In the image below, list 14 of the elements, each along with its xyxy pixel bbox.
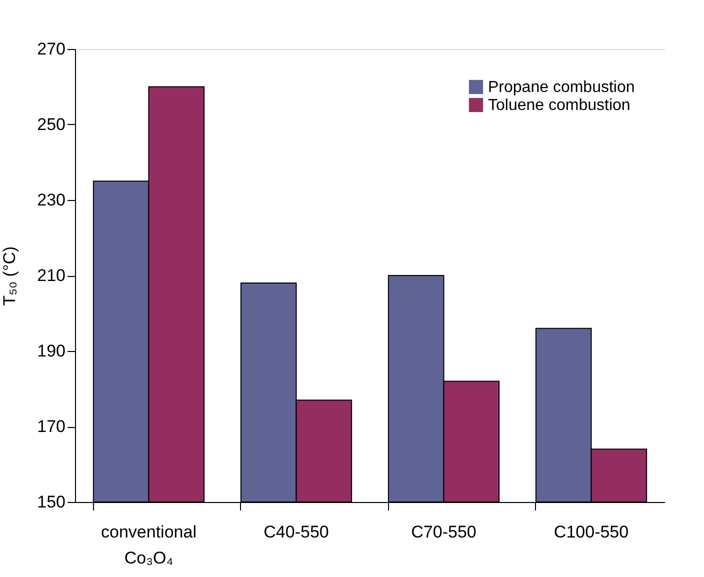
y-tick-label: 210 xyxy=(37,266,66,285)
y-tick-label: 270 xyxy=(37,40,66,58)
y-tick-label: 190 xyxy=(37,342,66,360)
x-tick-label: conventional Co₃O₄ xyxy=(101,522,196,568)
y-tick-label: 150 xyxy=(37,492,66,512)
legend-label: Toluene combustion xyxy=(488,97,630,114)
x-tick-label: C40-550 xyxy=(264,522,329,542)
x-tick-label: C70-550 xyxy=(411,522,476,542)
y-tick-label: 250 xyxy=(37,115,66,134)
x-tick-label: C100-550 xyxy=(554,522,629,542)
y-axis-title: T₅₀ (°C) xyxy=(0,246,20,306)
legend-label: Propane combustion xyxy=(488,79,635,96)
y-tick-label: 170 xyxy=(37,417,66,436)
y-tick-label: 230 xyxy=(37,190,66,210)
